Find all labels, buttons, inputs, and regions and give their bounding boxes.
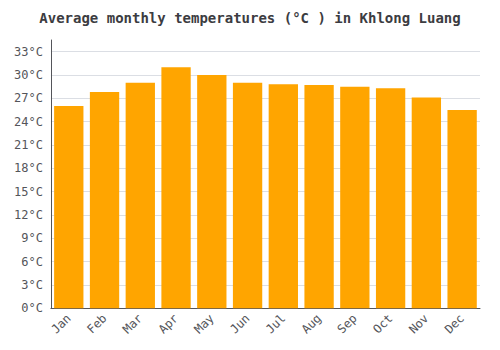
svg-text:33°C: 33°C <box>14 45 43 59</box>
svg-text:Feb: Feb <box>84 311 109 336</box>
svg-text:6°C: 6°C <box>21 255 43 269</box>
svg-text:Nov: Nov <box>406 311 431 336</box>
svg-text:Oct: Oct <box>370 311 395 336</box>
svg-text:21°C: 21°C <box>14 138 43 152</box>
svg-text:3°C: 3°C <box>21 278 43 292</box>
svg-text:12°C: 12°C <box>14 208 43 222</box>
svg-text:9°C: 9°C <box>21 231 43 245</box>
svg-text:Jan: Jan <box>49 311 74 336</box>
svg-text:May: May <box>192 311 217 336</box>
svg-text:Average monthly temperatures (: Average monthly temperatures (°C ) in Kh… <box>39 10 460 26</box>
svg-text:Jun: Jun <box>227 311 252 336</box>
svg-text:Dec: Dec <box>442 311 467 336</box>
svg-text:18°C: 18°C <box>14 161 43 175</box>
svg-text:0°C: 0°C <box>21 301 43 315</box>
svg-text:Mar: Mar <box>120 311 145 336</box>
svg-text:Jul: Jul <box>263 311 288 336</box>
svg-text:Apr: Apr <box>156 311 181 336</box>
svg-text:Aug: Aug <box>299 311 324 336</box>
svg-text:30°C: 30°C <box>14 68 43 82</box>
svg-text:24°C: 24°C <box>14 115 43 129</box>
svg-text:27°C: 27°C <box>14 91 43 105</box>
svg-text:15°C: 15°C <box>14 185 43 199</box>
svg-text:Sep: Sep <box>335 311 360 336</box>
